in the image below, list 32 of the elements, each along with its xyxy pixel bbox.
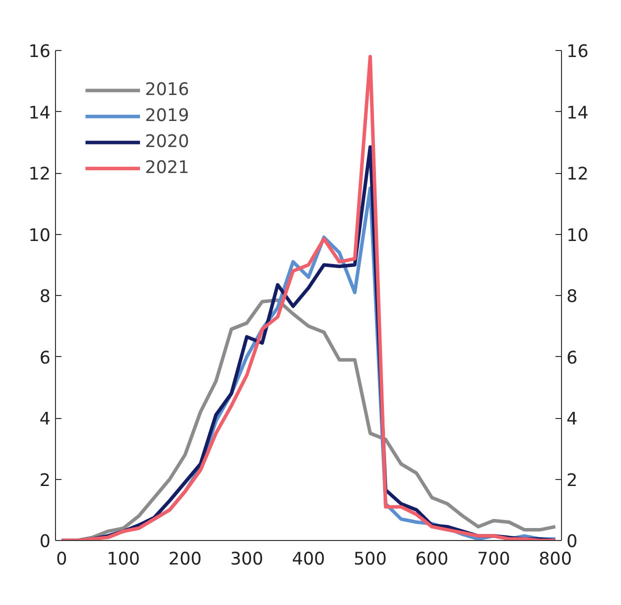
x-tick-label: 700: [477, 550, 510, 570]
y-tick-label: 4: [39, 410, 51, 430]
legend-label: 2016: [145, 80, 190, 100]
x-tick-label: 0: [56, 550, 68, 570]
y-tick-label: 16: [28, 42, 51, 62]
y2-tick-label: 10: [566, 226, 589, 246]
y2-tick-label: 0: [566, 532, 578, 552]
y2-tick-label: 12: [566, 164, 589, 184]
y-tick-label: 12: [28, 164, 51, 184]
y-tick-label: 8: [39, 287, 51, 307]
x-tick-label: 300: [230, 550, 264, 570]
y2-tick-label: 8: [566, 287, 578, 307]
y-tick-label: 14: [28, 103, 51, 124]
y-tick-label: 6: [39, 348, 51, 368]
x-tick-label: 100: [106, 550, 140, 570]
y2-tick-label: 4: [566, 410, 578, 430]
x-tick-label: 600: [415, 550, 448, 570]
x-tick-label: 500: [354, 550, 387, 570]
x-tick-label: 200: [168, 550, 202, 570]
y2-tick-label: 14: [566, 103, 589, 124]
y-tick-label: 2: [39, 470, 51, 491]
legend-label: 2021: [145, 158, 190, 178]
x-tick-label: 800: [538, 550, 572, 570]
y2-tick-label: 2: [566, 470, 578, 491]
x-tick-label: 400: [292, 550, 326, 570]
legend-label: 2020: [145, 132, 190, 152]
y-tick-label: 10: [28, 226, 51, 246]
y2-tick-label: 6: [566, 348, 578, 368]
y-tick-label: 0: [39, 532, 51, 552]
y2-tick-label: 16: [566, 42, 589, 62]
line-series: [60, 54, 558, 540]
legend-label: 2019: [145, 106, 190, 126]
